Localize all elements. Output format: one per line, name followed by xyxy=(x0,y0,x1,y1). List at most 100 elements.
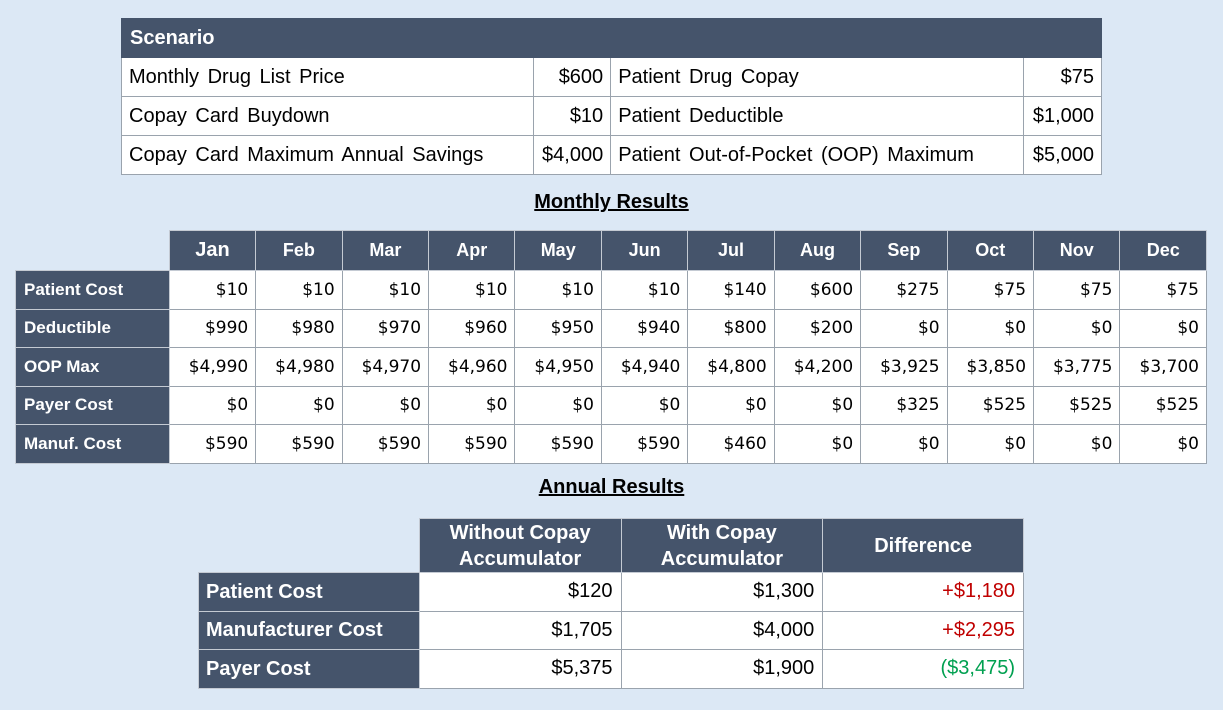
month-cell-mar: $590 xyxy=(341,424,430,464)
month-cell-oct: $525 xyxy=(946,385,1035,425)
month-header-jun: Jun xyxy=(600,230,689,271)
month-cell-jan: $590 xyxy=(168,424,257,464)
month-cell-jan: $10 xyxy=(168,270,257,310)
monthly-results-table: Jan Feb Mar Apr May Jun Jul Aug Sep Oct Nov Dec Pat… xyxy=(15,230,1207,464)
month-cell-dec: $75 xyxy=(1119,270,1207,310)
month-cell-aug: $600 xyxy=(773,270,862,310)
month-cell-aug: $0 xyxy=(773,385,862,425)
month-cell-may: $10 xyxy=(514,270,602,310)
month-cell-aug: $0 xyxy=(773,424,862,464)
month-cell-sep: $0 xyxy=(860,308,948,348)
without-value: $5,375 xyxy=(418,649,622,689)
month-cell-jul: $800 xyxy=(687,308,775,348)
month-cell-may: $4,950 xyxy=(514,347,602,387)
month-cell-dec: $525 xyxy=(1119,385,1207,425)
row-label: Deductible xyxy=(15,308,170,348)
month-cell-mar: $10 xyxy=(341,270,430,310)
scenario-left-label: Copay Card Buydown xyxy=(121,96,534,136)
column-header-difference: Difference xyxy=(822,518,1024,573)
month-cell-jul: $0 xyxy=(687,385,775,425)
month-cell-feb: $980 xyxy=(255,308,343,348)
month-header-jul: Jul xyxy=(687,230,775,271)
with-value: $1,300 xyxy=(620,572,824,612)
month-header-oct: Oct xyxy=(946,230,1035,271)
month-cell-mar: $0 xyxy=(341,385,430,425)
month-cell-jul: $140 xyxy=(687,270,775,310)
month-cell-feb: $590 xyxy=(255,424,343,464)
month-cell-sep: $0 xyxy=(860,424,948,464)
scenario-title: Scenario xyxy=(121,18,1102,58)
month-cell-apr: $590 xyxy=(428,424,516,464)
scenario-right-value: $1,000 xyxy=(1023,96,1102,136)
row-label: OOP Max xyxy=(15,347,170,387)
month-header-mar: Mar xyxy=(341,230,430,271)
scenario-right-value: $5,000 xyxy=(1023,135,1102,175)
month-cell-jun: $4,940 xyxy=(600,347,689,387)
scenario-table: Scenario Monthly Drug List Price $600 Pa… xyxy=(121,18,1102,175)
column-header-with-accumulator: With Copay Accumulator xyxy=(620,518,824,573)
header-line: Accumulator xyxy=(459,547,582,570)
monthly-results-title: Monthly Results xyxy=(534,191,689,213)
row-label: Payer Cost xyxy=(198,649,420,689)
month-header-nov: Nov xyxy=(1033,230,1121,271)
with-value: $4,000 xyxy=(620,610,824,650)
month-cell-feb: $4,980 xyxy=(255,347,343,387)
month-cell-feb: $0 xyxy=(255,385,343,425)
month-cell-apr: $0 xyxy=(428,385,516,425)
month-cell-jan: $990 xyxy=(168,308,257,348)
difference-value: ($3,475) xyxy=(822,649,1024,689)
month-cell-jun: $940 xyxy=(600,308,689,348)
month-cell-apr: $10 xyxy=(428,270,516,310)
scenario-left-label: Copay Card Maximum Annual Savings xyxy=(121,135,534,175)
scenario-right-value: $75 xyxy=(1023,57,1102,97)
month-cell-dec: $3,700 xyxy=(1119,347,1207,387)
month-header-jan: Jan xyxy=(168,230,257,271)
month-header-may: May xyxy=(514,230,602,271)
month-cell-nov: $525 xyxy=(1033,385,1121,425)
scenario-right-label: Patient Drug Copay xyxy=(610,57,1025,97)
month-cell-mar: $970 xyxy=(341,308,430,348)
table-row: Patient Cost $120 $1,300 +$1,180 xyxy=(198,572,1024,612)
table-row: Payer Cost $5,375 $1,900 ($3,475) xyxy=(198,649,1024,689)
month-cell-jun: $10 xyxy=(600,270,689,310)
month-header-apr: Apr xyxy=(428,230,516,271)
row-label: Payer Cost xyxy=(15,385,170,425)
month-cell-aug: $4,200 xyxy=(773,347,862,387)
table-row: Patient Cost $10 $10 $10 $10 $10 $10 $140 $600 $2… xyxy=(15,270,1207,310)
month-cell-may: $0 xyxy=(514,385,602,425)
scenario-right-label: Patient Deductible xyxy=(610,96,1025,136)
month-cell-jan: $0 xyxy=(168,385,257,425)
month-header-aug: Aug xyxy=(773,230,862,271)
without-value: $1,705 xyxy=(418,610,622,650)
header-line: With Copay xyxy=(666,521,777,544)
month-cell-mar: $4,970 xyxy=(341,347,430,387)
header-line: Accumulator xyxy=(660,547,784,570)
header-line: Without Copay xyxy=(449,521,591,544)
month-cell-jul: $460 xyxy=(687,424,775,464)
table-row: Deductible $990 $980 $970 $960 $950 $940 $800 $2… xyxy=(15,308,1207,348)
scenario-right-label: Patient Out-of-Pocket (OOP) Maximum xyxy=(610,135,1025,175)
month-cell-may: $950 xyxy=(514,308,602,348)
row-label: Manuf. Cost xyxy=(15,424,170,464)
scenario-left-value: $10 xyxy=(532,96,612,136)
row-label: Manufacturer Cost xyxy=(198,610,420,650)
row-label: Patient Cost xyxy=(198,572,420,612)
table-corner xyxy=(16,231,170,271)
scenario-left-value: $600 xyxy=(532,57,612,97)
table-row: Manuf. Cost $590 $590 $590 $590 $590 $590 $460 $… xyxy=(15,424,1207,464)
scenario-row: Copay Card Maximum Annual Savings $4,000… xyxy=(121,135,1102,175)
month-cell-apr: $960 xyxy=(428,308,516,348)
scenario-row: Monthly Drug List Price $600 Patient Dru… xyxy=(121,57,1102,97)
scenario-row: Copay Card Buydown $10 Patient Deductibl… xyxy=(121,96,1102,136)
month-cell-jun: $0 xyxy=(600,385,689,425)
month-cell-jan: $4,990 xyxy=(168,347,257,387)
table-row: OOP Max $4,990 $4,980 $4,970 $4,960 $4,950 $4,… xyxy=(15,347,1207,387)
month-cell-nov: $0 xyxy=(1033,424,1121,464)
month-cell-oct: $75 xyxy=(946,270,1035,310)
month-cell-may: $590 xyxy=(514,424,602,464)
scenario-left-value: $4,000 xyxy=(532,135,612,175)
month-cell-jul: $4,800 xyxy=(687,347,775,387)
annual-header-row: Without Copay Accumulator With Copay Acc… xyxy=(199,518,1024,573)
with-value: $1,900 xyxy=(620,649,824,689)
difference-value: +$1,180 xyxy=(822,572,1024,612)
